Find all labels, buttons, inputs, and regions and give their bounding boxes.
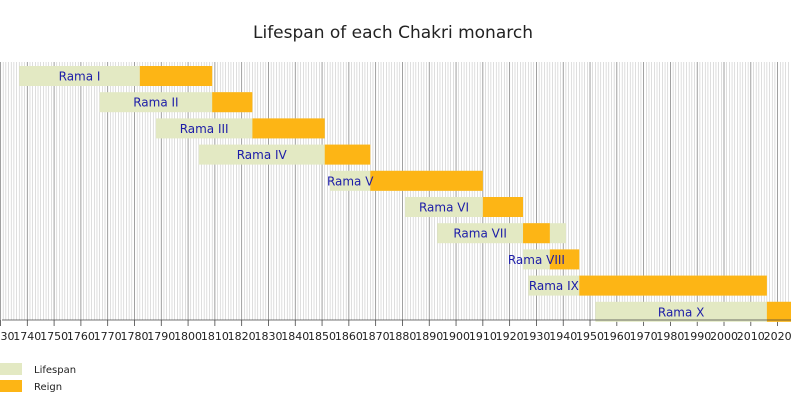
reign-bar [549, 249, 580, 270]
x-tick-label: 1890 [415, 330, 443, 343]
x-tick-label: 1930 [522, 330, 550, 343]
x-tick-label: 2000 [710, 330, 738, 343]
reign-bar [324, 144, 371, 165]
monarch-label: Rama VII [453, 227, 507, 241]
chart-title: Lifespan of each Chakri monarch [253, 23, 533, 43]
lifespan-bar [595, 301, 791, 322]
reign-bar [766, 301, 791, 322]
monarch-label: Rama X [658, 305, 705, 319]
reign-bar [482, 197, 524, 217]
monarch-label: Rama V [327, 174, 374, 188]
monarch-label: Rama VI [419, 201, 469, 215]
x-tick-label: 1740 [13, 330, 41, 343]
x-tick-label: 1960 [603, 330, 631, 343]
monarch-label: Rama IX [529, 279, 579, 293]
x-tick-label: 1800 [174, 330, 202, 343]
x-tick-label: 1940 [549, 330, 577, 343]
x-tick-label: 2020 [764, 330, 792, 343]
monarch-label: Rama VIII [508, 253, 565, 267]
x-tick-label: 1920 [496, 330, 524, 343]
legend-label: Lifespan [34, 365, 76, 376]
monarch-label: Rama IV [237, 148, 288, 162]
reign-bar [212, 92, 253, 113]
x-tick-label: 1860 [335, 330, 363, 343]
x-tick-label: 1730 [0, 330, 15, 343]
reign-bar [579, 275, 767, 296]
x-tick-label: 1880 [388, 330, 416, 343]
x-tick-label: 1980 [656, 330, 684, 343]
reign-bar [252, 118, 325, 139]
x-tick-label: 1910 [469, 330, 497, 343]
reign-bar [523, 223, 550, 244]
legend-label: Reign [34, 382, 62, 393]
x-tick-label: 1750 [40, 330, 68, 343]
reign-bar [139, 66, 213, 86]
monarch-label: Rama III [180, 122, 229, 136]
x-tick-label: 2010 [737, 330, 765, 343]
legend-swatch [0, 363, 22, 375]
x-tick-label: 1950 [576, 330, 604, 343]
x-tick-label: 1990 [683, 330, 711, 343]
reign-bar [370, 170, 483, 191]
x-tick-label: 1790 [147, 330, 175, 343]
x-tick-label: 1850 [308, 330, 336, 343]
x-tick-label: 1760 [67, 330, 95, 343]
x-tick-label: 1830 [254, 330, 282, 343]
x-tick-label: 1780 [120, 330, 148, 343]
x-tick-label: 1840 [281, 330, 309, 343]
x-tick-label: 1970 [630, 330, 658, 343]
x-tick-label: 1770 [94, 330, 122, 343]
x-tick-label: 1900 [442, 330, 470, 343]
legend-swatch [0, 380, 22, 392]
x-tick-label: 1820 [228, 330, 256, 343]
x-tick-label: 1870 [362, 330, 390, 343]
x-tick-label: 1810 [201, 330, 229, 343]
monarch-label: Rama II [133, 96, 178, 110]
monarch-label: Rama I [59, 70, 101, 84]
